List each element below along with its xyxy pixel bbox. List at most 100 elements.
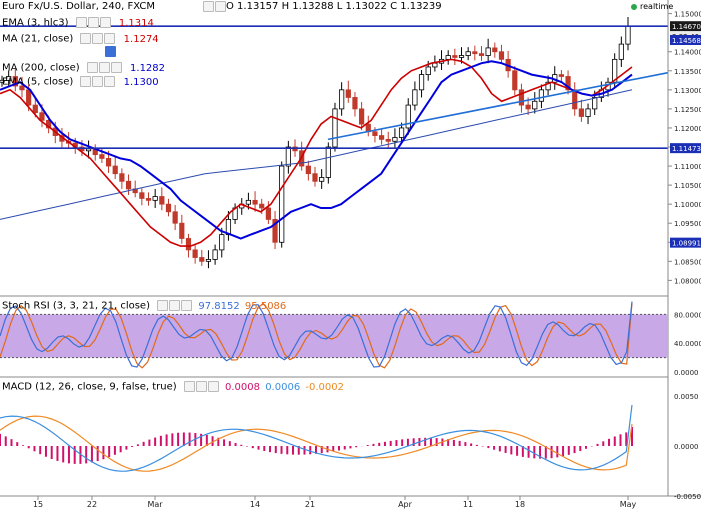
close-icon: [104, 33, 116, 44]
candle-body: [518, 89, 525, 106]
ma21-line: [0, 58, 633, 247]
price-tick-label: 1.12500: [674, 106, 701, 114]
stoch-band: [0, 314, 668, 358]
time-tick-label: 21: [305, 500, 315, 509]
price-tick-label: 1.12000: [674, 125, 701, 133]
candle-body: [412, 89, 418, 106]
macd-name: MACD (12, 26, close, 9, false, true): [2, 381, 177, 393]
price-tag: [670, 35, 701, 46]
candle-body: [572, 89, 578, 110]
candle-body: [378, 135, 385, 140]
candle-body: [532, 100, 538, 110]
candle-body: [259, 203, 265, 209]
header-controls[interactable]: [203, 0, 227, 14]
legend-collapse[interactable]: [105, 46, 117, 59]
legend-ma200[interactable]: MA (200, close) 1.1282: [2, 62, 165, 75]
candle-body: [359, 108, 365, 125]
candle-body: [26, 89, 32, 106]
stoch-rsi-pane[interactable]: 80.0000 40.0000 0.0000: [0, 301, 701, 377]
legend-ma21[interactable]: MA (21, close) 1.1274: [2, 33, 159, 46]
settings-icon: [215, 0, 226, 12]
price-tick-label: 1.08500: [674, 258, 701, 266]
candle-body: [0, 79, 5, 83]
realtime-dot-icon: [631, 4, 637, 10]
price-tick-label: 1.10000: [674, 201, 701, 209]
legend-macd[interactable]: MACD (12, 26, close, 9, false, true) 0.0…: [2, 381, 344, 394]
candle-body: [545, 81, 551, 91]
stoch-d-value: 95.5086: [244, 300, 287, 312]
close-icon: [104, 76, 116, 87]
candle-body: [32, 104, 38, 114]
candle-body: [319, 177, 325, 182]
settings-icon: [195, 381, 207, 392]
candle-body: [492, 47, 498, 53]
candle-body: [538, 89, 545, 102]
stoch-k-value: 97.8152: [198, 300, 240, 312]
stoch-d-line: [0, 302, 633, 369]
legend-stoch[interactable]: Stoch RSI (3, 3, 21, 21, close) 97.8152 …: [2, 300, 286, 313]
price-tick-label: 1.14000: [674, 49, 701, 57]
candle-body: [472, 51, 478, 55]
close-icon: [99, 17, 111, 28]
candle-body: [252, 199, 258, 205]
price-tick-label: 1.09500: [674, 220, 701, 228]
candle-body: [525, 104, 531, 110]
candle-body: [145, 198, 152, 201]
candle-body: [512, 70, 518, 91]
candle-body: [265, 207, 271, 220]
eye-icon: [86, 62, 98, 73]
eye-icon: [157, 300, 169, 311]
indicator-lines: [0, 25, 669, 247]
candle-body: [199, 257, 205, 262]
stoch-tick-label: 40.0000: [674, 340, 701, 348]
macd-pane[interactable]: 0.0050 0.0000 -0.0050: [0, 393, 701, 501]
candle-body: [99, 154, 105, 159]
stoch-tick-label: 80.0000: [674, 311, 701, 319]
candle-body: [618, 43, 624, 60]
price-tick-label: 1.10500: [674, 182, 701, 190]
ma200-value: 1.1282: [130, 62, 166, 74]
candle-body: [425, 66, 431, 75]
candle-body: [578, 108, 584, 117]
legend-ema5[interactable]: EMA (5, close) 1.1300: [2, 76, 159, 89]
candle-body: [12, 76, 18, 87]
time-axis[interactable]: 15 22 Mar 14 21 Apr 11 18 May: [33, 496, 637, 509]
price-tick-label: 1.13000: [674, 87, 701, 95]
symbol-title[interactable]: Euro Fx/U.S. Dollar, 240, FXCM: [2, 1, 155, 12]
candle-body: [159, 196, 165, 205]
candle-body: [205, 259, 212, 262]
candle-body: [565, 76, 571, 91]
eye-icon: [183, 381, 195, 392]
legend-ema3[interactable]: EMA (3, hlc3) 1.1314: [2, 17, 154, 30]
macd-tick-label: -0.0050: [674, 493, 701, 501]
time-tick-label: 15: [33, 500, 43, 509]
macd-signal-line: [0, 415, 633, 472]
ma200-name: MA (200, close): [2, 62, 80, 74]
eye-icon: [80, 33, 92, 44]
macd-hist-value: 0.0008: [225, 381, 260, 393]
time-tick-label: 14: [250, 500, 260, 509]
candle-body: [625, 25, 631, 45]
candle-body: [285, 146, 291, 167]
eye-icon: [80, 76, 92, 87]
candle-body: [458, 55, 465, 58]
candle-body: [119, 173, 125, 182]
time-tick-label: 22: [87, 500, 97, 509]
close-icon: [181, 300, 193, 311]
price-tick-label: 1.08000: [674, 277, 701, 285]
stoch-tick-label: 0.0000: [674, 369, 699, 377]
chart-header: Euro Fx/U.S. Dollar, 240, FXCM O 1.13157…: [0, 0, 701, 14]
candle-body: [485, 47, 491, 56]
macd-line: [0, 404, 633, 472]
ma21-value: 1.1274: [123, 33, 159, 45]
candle-body: [212, 249, 218, 260]
candle-body: [398, 127, 405, 138]
ema3-value: 1.1314: [118, 17, 154, 29]
price-axis[interactable]: 1.15000 1.14000 1.13500 1.13000 1.12500 1.120…: [668, 11, 701, 286]
ma200-line: [0, 89, 633, 220]
candle-body: [325, 146, 331, 178]
candle-body: [6, 76, 12, 81]
candle-body: [592, 97, 598, 110]
